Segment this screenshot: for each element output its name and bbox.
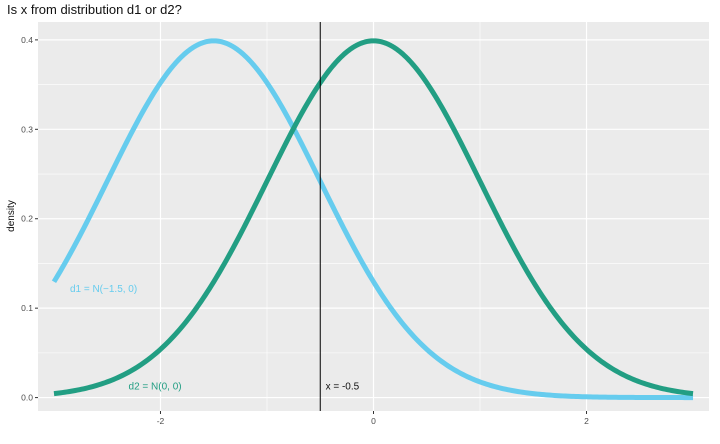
x-tick-label: 0 <box>371 416 376 426</box>
chart-title: Is x from distribution d1 or d2? <box>7 2 182 17</box>
y-tick-label: 0.2 <box>21 214 33 224</box>
x-tick-label: 2 <box>584 416 589 426</box>
y-axis: 0.0 0.1 0.2 0.3 0.4 <box>21 35 38 403</box>
y-tick-label: 0.4 <box>21 35 33 45</box>
series-line-d1 <box>51 38 694 401</box>
series-layer <box>51 38 694 401</box>
annotation-3: x = -0.5 <box>326 382 360 393</box>
y-axis-title: density <box>6 200 17 232</box>
annotation-1: d1 = N(−1.5, 0) <box>70 284 137 295</box>
y-tick-label: 0.3 <box>21 124 33 134</box>
y-tick-label: 0.1 <box>21 303 33 313</box>
annotation-2: d2 = N(0, 0) <box>129 382 182 393</box>
x-tick-label: -2 <box>157 416 165 426</box>
y-tick-label: 0.0 <box>21 393 33 403</box>
series-line-d2 <box>53 38 694 397</box>
annotation-layer: d1 = N(−1.5, 0) d2 = N(0, 0) x = -0.5 <box>70 284 360 392</box>
x-axis: -2 0 2 <box>157 411 589 426</box>
